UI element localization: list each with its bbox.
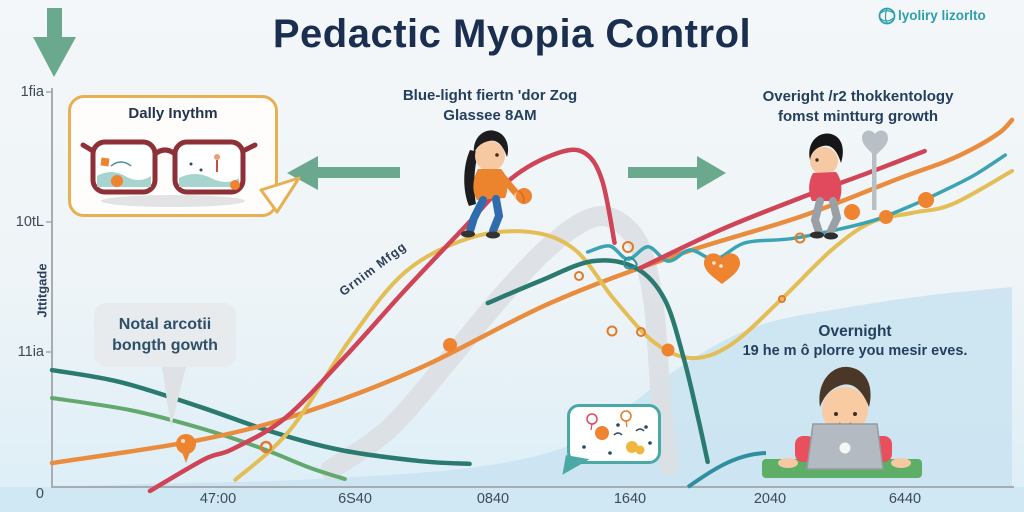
line-series [49, 117, 1015, 494]
overnight-annotation: Overnight 19 he m ô plorre you mesir eve… [735, 323, 975, 359]
speech-bubble-left: Notal arcotii bongth gowth [94, 303, 236, 427]
direction-arrows [33, 8, 726, 190]
heart-berry-icon [704, 253, 740, 284]
x-tick-5: 2040 [753, 491, 787, 507]
y-tick-2: 10tL [15, 214, 44, 230]
center-annotation-line1: Blue-light fiertn 'dor Zog [402, 87, 578, 104]
series-crimson-right-line [638, 148, 927, 271]
axes [46, 88, 1014, 488]
arrow-down-icon [33, 8, 76, 77]
y-tick-1: 1fia [20, 84, 44, 100]
callout-pointer [259, 176, 301, 214]
walking-boy-figure [809, 133, 843, 240]
shaded-area [52, 287, 1012, 487]
glasses-icon [80, 139, 258, 207]
logo-text: lyoliry lizorlto [898, 8, 986, 23]
series-gray-road-band [320, 206, 679, 480]
x-tick-6: 6440 [888, 491, 922, 507]
x-tick-1: 47:00 [199, 491, 237, 507]
bubble-line2: bongth gowth [112, 337, 218, 354]
x-tick-3: 0840 [476, 491, 510, 507]
series-crimson-curve [147, 147, 617, 494]
logo-icon [878, 7, 896, 25]
right-annotation-line1: Overight /r2 thokkentology [762, 88, 954, 105]
bubble-tail [162, 367, 186, 427]
right-annotation: Overight /r2 thokkentology fomst minttur… [738, 87, 978, 128]
center-annotation: Blue-light fiertn 'dor Zog Glassee 8AM [375, 86, 605, 127]
callout-title: Dally Inythm [128, 105, 218, 122]
y-tick-origin: 0 [35, 486, 44, 502]
center-annotation-line2: Glassee 8AM [443, 107, 537, 125]
balloon-pin-icon [176, 434, 196, 454]
ball-icon [443, 338, 457, 352]
teal-knot-icon [623, 256, 638, 270]
glasses-callout-card: Dally Inythm [68, 95, 301, 217]
series-orange-line [49, 117, 1015, 466]
arrow-left-icon [287, 156, 400, 190]
molecule-doodles-icon [582, 410, 652, 455]
x-tick-2: 6S40 [338, 491, 372, 507]
molecule-bubble [562, 404, 661, 479]
arrow-right-icon [628, 156, 726, 190]
berry-markers [176, 192, 934, 463]
cable [686, 451, 767, 489]
dot-ring-icon [259, 440, 273, 454]
y-axis-label: Jttitgade [34, 263, 50, 318]
molecule-bubble-tail [562, 455, 590, 479]
series-teal-wavy-line [585, 153, 1008, 263]
overnight-title: Overnight [818, 323, 892, 340]
area-fill [52, 287, 1012, 487]
walking-girl-figure [461, 130, 532, 239]
y-tick-3: 11ia [17, 344, 44, 360]
bubble-line1: Notal arcotii [118, 315, 212, 333]
lollipop-sign-icon [862, 130, 888, 210]
overnight-text: 19 he m ô plorre you mesir eves. [742, 343, 968, 359]
bottom-strip [0, 487, 1024, 512]
page-title: Pedactic Myopia Control [272, 12, 752, 56]
x-tick-4: 1640 [613, 491, 647, 507]
laptop-kid-figure [686, 366, 922, 489]
right-annotation-line2: fomst mintturg growth [778, 108, 938, 126]
series-dark-teal-mid [485, 258, 710, 465]
